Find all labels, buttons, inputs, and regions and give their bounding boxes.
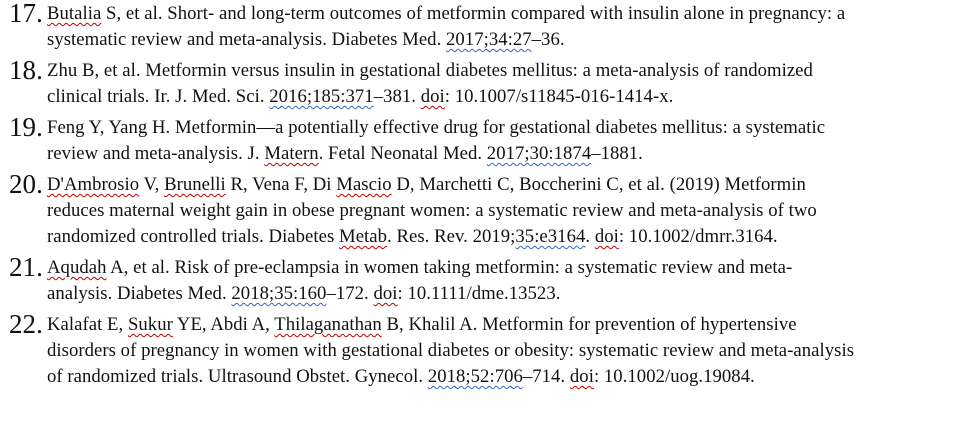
reference-text: clinical trials. Ir. J. Med. Sci. [47,86,270,107]
reference-line: randomized controlled trials. Diabetes M… [47,224,976,250]
grammar-flagged-text: 2017;30:1874 [486,143,592,164]
reference-text: : 10.1111/dme.13523. [397,283,561,304]
reference-text: A, et al. Risk of pre-eclampsia in women… [106,257,793,278]
reference-line: review and meta-analysis. J. Matern. Fet… [47,141,976,167]
reference-text: D, Marchetti C, Boccherini C, et al. (20… [391,174,806,195]
reference-text: B, Khalil A. Metformin for prevention of… [381,314,797,335]
spelling-flagged-text: Butalia [47,3,102,24]
reference-text: Kalafat E, [47,314,128,335]
grammar-flagged-text: 2017;34:27 [446,29,532,50]
grammar-flagged-text: 35:e3164 [515,226,586,247]
reference-line: systematic review and meta-analysis. Dia… [47,27,976,53]
reference-text: disorders of pregnancy in women with ges… [47,340,855,361]
reference-text: : 10.1002/dmrr.3164. [618,226,778,247]
reference-line: Feng Y, Yang H. Metformin—a potentially … [47,115,976,141]
reference-text: –172. [326,283,374,304]
reference-text: . Res. Rev. 2019; [387,226,516,247]
reference-number: 20. [9,169,43,199]
reference-text: –36. [531,29,565,50]
reference-text: V, [139,174,165,195]
reference-item: 19. Feng Y, Yang H. Metformin—a potential… [0,112,980,167]
reference-line: disorders of pregnancy in women with ges… [47,338,976,364]
spelling-flagged-text: Metab [339,226,388,247]
reference-number: 18. [9,55,43,85]
reference-line: analysis. Diabetes Med. 2018;35:160–172.… [47,281,976,307]
reference-item: 17. Butalia S, et al. Short- and long-ter… [0,0,980,53]
reference-number: 21. [9,252,43,282]
grammar-flagged-text: 2018;52:706 [427,366,523,387]
reference-line: of randomized trials. Ultrasound Obstet.… [47,364,976,390]
reference-text: –714. [522,366,570,387]
reference-line: Aqudah A, et al. Risk of pre-eclampsia i… [47,255,976,281]
reference-number: 19. [9,112,43,142]
grammar-flagged-text: 2016;185:371 [269,86,374,107]
reference-text: of randomized trials. Ultrasound Obstet.… [47,366,428,387]
spelling-flagged-text: D'Ambrosio [47,174,140,195]
reference-item: 20. D'Ambrosio V, Brunelli R, Vena F, Di … [0,169,980,250]
spelling-flagged-text: Aqudah [47,257,107,278]
reference-line: Kalafat E, Sukur YE, Abdi A, Thilaganath… [47,312,976,338]
reference-text: : 10.1002/uog.19084. [593,366,755,387]
reference-item: 18. Zhu B, et al. Metformin versus insuli… [0,55,980,110]
reference-text: reduces maternal weight gain in obese pr… [47,200,817,221]
reference-number: 22. [9,309,43,339]
spelling-flagged-text: Brunelli [164,174,226,195]
spelling-flagged-text: doi [594,226,619,247]
reference-list: 17. Butalia S, et al. Short- and long-ter… [0,0,980,390]
grammar-flagged-text: 2018;35:160 [231,283,327,304]
reference-text: : 10.1007/s11845-016-1414-x. [444,86,674,107]
reference-text: systematic review and meta-analysis. Dia… [47,29,447,50]
reference-text: Feng Y, Yang H. Metformin—a potentially … [47,117,826,138]
reference-text: –1881. [591,143,643,164]
reference-text: . Fetal Neonatal Med. [318,143,487,164]
reference-line: D'Ambrosio V, Brunelli R, Vena F, Di Mas… [47,172,976,198]
reference-text: Zhu B, et al. Metformin versus insulin i… [47,60,813,81]
reference-line: clinical trials. Ir. J. Med. Sci. 2016;1… [47,84,976,110]
reference-text: –381. [373,86,421,107]
reference-text: S, et al. Short- and long-term outcomes … [101,3,846,24]
reference-text: analysis. Diabetes Med. [47,283,232,304]
reference-line: reduces maternal weight gain in obese pr… [47,198,976,224]
spelling-flagged-text: Sukur [127,314,173,335]
reference-text: randomized controlled trials. Diabetes [47,226,340,247]
spelling-flagged-text: Thilaganathan [274,314,382,335]
reference-line: Butalia S, et al. Short- and long-term o… [47,1,976,27]
reference-text: review and meta-analysis. J. [47,143,265,164]
spelling-flagged-text: doi [373,283,398,304]
reference-item: 21. Aqudah A, et al. Risk of pre-eclampsi… [0,252,980,307]
reference-text: R, Vena F, Di [225,174,337,195]
spelling-flagged-text: Mascio [336,174,392,195]
spelling-flagged-text: doi [569,366,594,387]
spelling-flagged-text: Matern [264,143,319,164]
reference-text: YE, Abdi A, [172,314,275,335]
reference-number: 17. [9,0,43,28]
reference-text: . [585,226,595,247]
spelling-flagged-text: doi [420,86,445,107]
reference-item: 22. Kalafat E, Sukur YE, Abdi A, Thilagan… [0,309,980,390]
reference-line: Zhu B, et al. Metformin versus insulin i… [47,58,976,84]
